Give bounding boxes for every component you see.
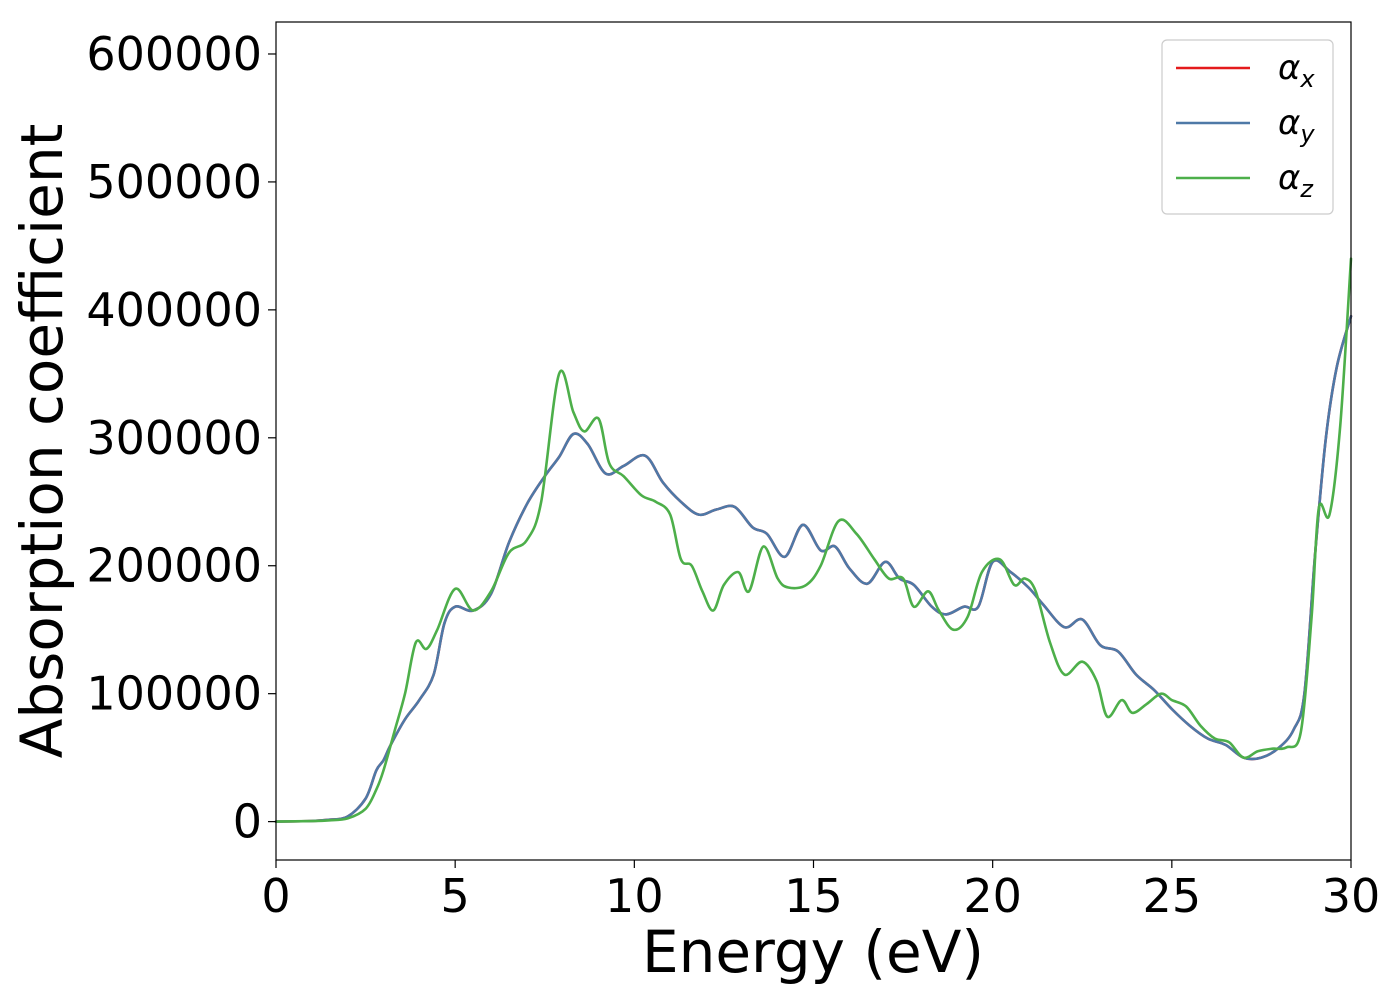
y-tick-label: 100000 (86, 667, 262, 721)
x-tick-label: 0 (261, 869, 290, 923)
y-tick-label: 200000 (86, 539, 262, 593)
x-tick-label: 20 (963, 869, 1022, 923)
y-tick-label: 500000 (86, 155, 262, 209)
x-tick-label: 30 (1322, 869, 1381, 923)
series-layer (274, 257, 1353, 823)
x-axis-title: Energy (eV) (642, 918, 984, 986)
y-tick-label: 400000 (86, 283, 262, 337)
x-tick-label: 15 (784, 869, 843, 923)
x-tick-label: 10 (605, 869, 664, 923)
y-tick-label: 0 (233, 795, 262, 849)
series-line-z (274, 257, 1353, 823)
x-tick-label: 25 (1143, 869, 1202, 923)
x-tick-label: 5 (441, 869, 470, 923)
y-axis: 0 100000 200000 300000 400000 500000 600000 (86, 27, 276, 849)
y-tick-label: 300000 (86, 411, 262, 465)
y-tick-label: 600000 (86, 27, 262, 81)
y-axis-title: Absorption coefficient (8, 124, 76, 759)
legend-box (1161, 39, 1334, 215)
x-axis: 0 5 10 15 20 25 30 (261, 860, 1380, 923)
